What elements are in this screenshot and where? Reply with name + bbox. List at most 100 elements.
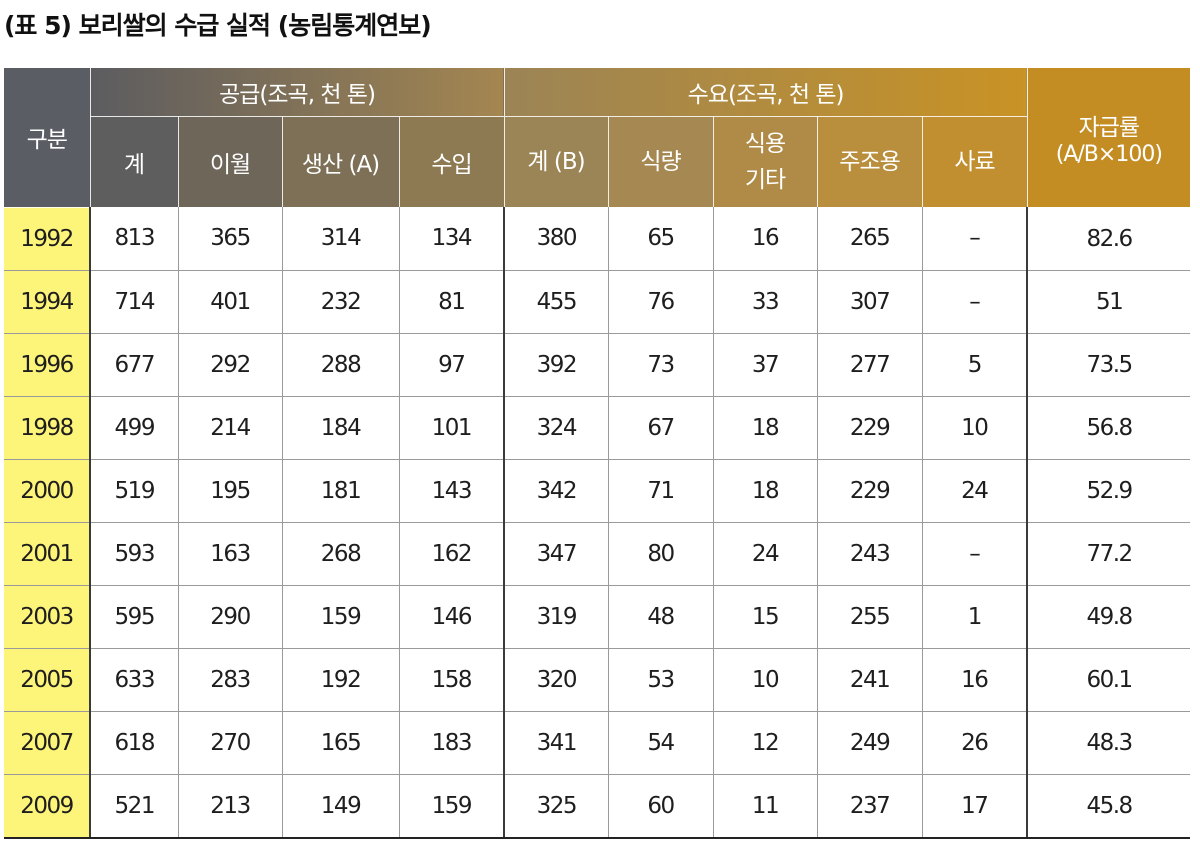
- value-cell: 80: [607, 522, 714, 586]
- value-cell: 241: [816, 648, 923, 712]
- value-cell: 33: [712, 270, 818, 334]
- value-cell: 45.8: [1026, 774, 1191, 839]
- value-cell: 365: [177, 207, 282, 271]
- value-cell: 51: [1026, 270, 1191, 334]
- header-supply-col: 생산 (A): [281, 116, 399, 207]
- header-supply-col: 수입: [398, 116, 505, 207]
- value-cell: 307: [816, 270, 923, 334]
- barley-supply-demand-table: 구분 공급(조곡, 천 톤) 수요(조곡, 천 톤) 자급률 (A/B×100)…: [4, 68, 1191, 839]
- table-row: 1998 499 214 184 101 324 67 18 229 10 56.8: [4, 396, 1191, 460]
- value-cell: 521: [89, 774, 178, 839]
- value-cell: 158: [398, 648, 505, 712]
- value-cell: 18: [712, 459, 818, 523]
- value-cell: 593: [89, 522, 178, 586]
- value-cell: 290: [177, 585, 282, 649]
- value-cell: 237: [816, 774, 923, 839]
- value-cell: 49.8: [1026, 585, 1191, 649]
- value-cell: 48: [607, 585, 714, 649]
- value-cell: 77.2: [1026, 522, 1191, 586]
- value-cell: 18: [712, 396, 818, 460]
- value-cell: 618: [89, 711, 178, 775]
- value-cell: 270: [177, 711, 282, 775]
- value-cell: 73: [607, 333, 714, 397]
- value-cell: 10: [921, 396, 1028, 460]
- value-cell: 714: [89, 270, 178, 334]
- value-cell: –: [921, 522, 1028, 586]
- value-cell: 10: [712, 648, 818, 712]
- header-label: 구분: [4, 68, 90, 208]
- value-cell: 24: [921, 459, 1028, 523]
- value-cell: 37: [712, 333, 818, 397]
- value-cell: 26: [921, 711, 1028, 775]
- value-cell: 143: [398, 459, 505, 523]
- value-cell: 56.8: [1026, 396, 1191, 460]
- year-cell: 2001: [4, 522, 91, 586]
- value-cell: 165: [281, 711, 399, 775]
- value-cell: –: [921, 270, 1028, 334]
- value-cell: 16: [921, 648, 1028, 712]
- value-cell: 677: [89, 333, 178, 397]
- value-cell: 73.5: [1026, 333, 1191, 397]
- value-cell: 229: [816, 396, 923, 460]
- value-cell: 320: [503, 648, 609, 712]
- table-title: (표 5) 보리쌀의 수급 실적 (농림통계연보): [4, 11, 432, 40]
- value-cell: 48.3: [1026, 711, 1191, 775]
- header-demand-col: 계 (B): [503, 116, 609, 207]
- year-cell: 1996: [4, 333, 91, 397]
- year-cell: 1998: [4, 396, 91, 460]
- value-cell: –: [921, 207, 1028, 271]
- value-cell: 162: [398, 522, 505, 586]
- value-cell: 268: [281, 522, 399, 586]
- header-ratio-line1: 자급률: [1078, 114, 1140, 141]
- value-cell: 181: [281, 459, 399, 523]
- value-cell: 232: [281, 270, 399, 334]
- value-cell: 149: [281, 774, 399, 839]
- value-cell: 265: [816, 207, 923, 271]
- value-cell: 101: [398, 396, 505, 460]
- value-cell: 134: [398, 207, 505, 271]
- value-cell: 314: [281, 207, 399, 271]
- table-row: 2007 618 270 165 183 341 54 12 249 26 48.3: [4, 711, 1191, 775]
- year-cell: 2003: [4, 585, 91, 649]
- value-cell: 76: [607, 270, 714, 334]
- value-cell: 159: [281, 585, 399, 649]
- value-cell: 499: [89, 396, 178, 460]
- value-cell: 60.1: [1026, 648, 1191, 712]
- value-cell: 519: [89, 459, 178, 523]
- year-cell: 2007: [4, 711, 91, 775]
- value-cell: 288: [281, 333, 399, 397]
- value-cell: 67: [607, 396, 714, 460]
- value-cell: 12: [712, 711, 818, 775]
- value-cell: 53: [607, 648, 714, 712]
- value-cell: 813: [89, 207, 178, 271]
- value-cell: 243: [816, 522, 923, 586]
- value-cell: 347: [503, 522, 609, 586]
- year-cell: 1992: [4, 207, 91, 271]
- header-demand-group: 수요(조곡, 천 톤): [503, 68, 1028, 117]
- value-cell: 97: [398, 333, 505, 397]
- table-row: 1992 813 365 314 134 380 65 16 265–82.6: [4, 207, 1191, 271]
- header-demand-col: 주조용: [816, 116, 923, 207]
- header-supply-col: 계: [89, 116, 178, 207]
- header-demand-col: 식량: [607, 116, 714, 207]
- value-cell: 82.6: [1026, 207, 1191, 271]
- value-cell: 11: [712, 774, 818, 839]
- value-cell: 283: [177, 648, 282, 712]
- header-supply-group: 공급(조곡, 천 톤): [89, 68, 505, 117]
- header-ratio-line2: (A/B×100): [1055, 141, 1163, 167]
- table-row: 2003 595 290 159 146 319 48 15 255 1 49.8: [4, 585, 1191, 649]
- value-cell: 392: [503, 333, 609, 397]
- year-cell: 2009: [4, 774, 91, 839]
- year-cell: 2005: [4, 648, 91, 712]
- value-cell: 249: [816, 711, 923, 775]
- value-cell: 277: [816, 333, 923, 397]
- table-row: 1994 714 401 232 81 455 76 33 307–51: [4, 270, 1191, 334]
- value-cell: 5: [921, 333, 1028, 397]
- value-cell: 60: [607, 774, 714, 839]
- table-row: 2009 521 213 149 159 325 60 11 237 17 45.8: [4, 774, 1191, 839]
- value-cell: 15: [712, 585, 818, 649]
- value-cell: 16: [712, 207, 818, 271]
- value-cell: 183: [398, 711, 505, 775]
- table-row: 1996 677 292 288 97 392 73 37 277 5 73.5: [4, 333, 1191, 397]
- value-cell: 324: [503, 396, 609, 460]
